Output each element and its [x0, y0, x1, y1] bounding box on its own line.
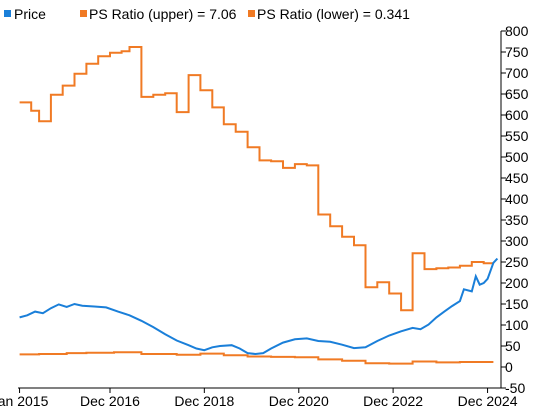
legend-label-ps-upper: PS Ratio (upper) = 7.06: [89, 6, 237, 22]
y-tick-label: 650: [505, 86, 529, 102]
x-ticks: Jan 2015 Dec 2016 Dec 2018 Dec 2020 Dec 2022…: [0, 388, 518, 409]
x-tick-label: Dec 2016: [80, 393, 140, 409]
y-tick-label: 100: [505, 317, 529, 333]
y-tick-label: 400: [505, 191, 529, 207]
y-tick-label: 250: [505, 254, 529, 270]
legend-swatch-ps-upper: [80, 10, 87, 17]
ps-ratio-upper-line: [19, 46, 494, 312]
y-tick-label: 450: [505, 170, 529, 186]
x-tick-label: Dec 2024: [458, 393, 518, 409]
x-tick-label: Dec 2022: [363, 393, 423, 409]
y-tick-label: 800: [505, 23, 529, 39]
y-tick-label: 350: [505, 212, 529, 228]
x-tick-label: Dec 2018: [174, 393, 234, 409]
y-tick-label: 550: [505, 128, 529, 144]
legend: Price PS Ratio (upper) = 7.06 PS Ratio (…: [4, 6, 410, 22]
series-layer: [19, 46, 499, 365]
ps-ratio-lower-line: [19, 351, 494, 365]
y-tick-label: 150: [505, 296, 529, 312]
legend-swatch-ps-lower: [248, 10, 255, 17]
y-tick-label: 700: [505, 65, 529, 81]
y-tick-label: 0: [505, 359, 513, 375]
legend-label-ps-lower: PS Ratio (lower) = 0.341: [257, 6, 410, 22]
y-tick-label: 50: [505, 338, 521, 354]
legend-label-price: Price: [14, 6, 46, 22]
y-tick-label: 300: [505, 233, 529, 249]
x-tick-label: Dec 2020: [269, 393, 329, 409]
y-tick-label: 750: [505, 44, 529, 60]
y-tick-label: 200: [505, 275, 529, 291]
y-tick-label: 500: [505, 149, 529, 165]
y-ticks: -50 0 50 100 150 200 250 300 350 400 450 500 550 600 6…: [501, 23, 529, 396]
price-line: [19, 257, 499, 356]
y-tick-label: -50: [505, 380, 525, 396]
y-tick-label: 600: [505, 107, 529, 123]
x-tick-label: Jan 2015: [0, 393, 49, 409]
legend-swatch-price: [4, 10, 11, 17]
